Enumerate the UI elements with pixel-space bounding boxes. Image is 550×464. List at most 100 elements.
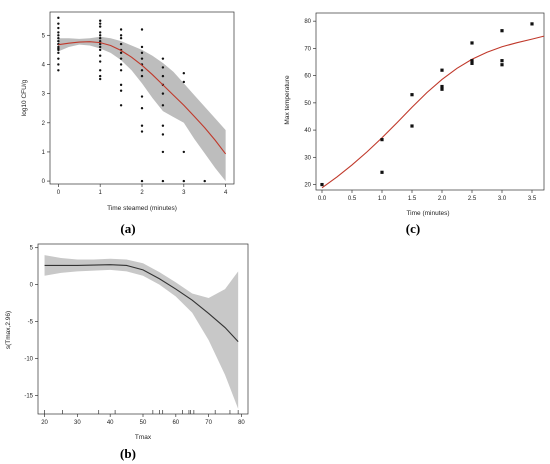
data-point [119,83,123,87]
data-point [161,74,165,78]
data-point [98,74,102,78]
data-point [500,63,504,67]
x-tick-label: 4 [224,190,228,196]
panel-a-x-axis-title: Time steamed (minutes) [107,205,177,212]
panel-b-rug [44,410,239,414]
data-point [98,54,102,57]
y-tick-label: 80 [304,19,311,25]
data-point [140,179,144,183]
data-point [410,124,414,128]
data-point [57,31,60,34]
data-point [57,63,60,66]
data-point [57,57,60,60]
panel-c-label: (c) [406,221,420,236]
data-point [161,150,165,154]
x-tick-label: 50 [140,420,147,426]
data-point [57,34,60,37]
data-point [119,104,123,107]
data-point [140,45,144,49]
data-point [119,28,123,31]
x-tick-label: 3 [182,190,186,196]
data-point [119,42,123,46]
panel-a-chart: 0 1 2 3 4 0 1 2 3 4 5 Time steamed (minutes) log1… [21,11,235,236]
x-tick-label: 0 [57,190,61,196]
y-tick-label: 0 [42,179,46,185]
x-tick-label: 2 [140,190,144,196]
data-point [530,22,534,26]
fit-curve [58,41,227,155]
data-point [119,69,123,72]
x-tick-label: 3.0 [498,196,507,202]
data-point [119,51,123,55]
data-point [380,170,384,174]
y-tick-label: 30 [304,155,311,161]
data-point [57,39,60,43]
y-tick-label: 50 [304,101,311,107]
panel-a-y-axis-title: log10 CFU/g [21,79,28,116]
x-tick-label: 0.0 [318,196,327,202]
data-point [380,138,384,142]
panel-b-y-axis-title: s(Tmax,2.96) [5,311,12,349]
x-tick-label: 60 [172,420,179,426]
panel-b-label: (b) [120,446,136,461]
data-point [140,57,144,60]
data-point [140,107,144,110]
data-point [161,57,165,60]
data-point [119,37,123,40]
data-point [119,89,123,92]
data-point [320,182,324,187]
data-point [470,59,474,63]
data-point [182,80,186,84]
y-tick-label: 40 [304,128,311,134]
data-point [98,77,102,81]
data-point [182,150,186,154]
panel-b-y-ticks: -15 -10 -5 0 5 [24,246,38,400]
x-tick-label: 2.0 [438,196,447,202]
data-point [98,48,102,52]
fit-curve [44,264,239,342]
data-point [140,28,144,31]
panel-c-y-ticks: 20 30 40 50 60 70 80 [304,19,316,189]
y-tick-label: -15 [24,394,33,400]
x-tick-label: 40 [107,420,114,426]
data-point [119,63,123,66]
x-tick-label: 20 [41,420,48,426]
x-tick-label: 30 [74,420,81,426]
data-point [98,34,102,37]
panel-b-x-ticks: 20 30 40 50 60 70 80 [41,414,245,426]
panel-a-y-ticks: 0 1 2 3 4 5 [42,33,50,185]
panel-c-y-axis-title: Max temperature [284,75,291,125]
data-point [440,68,444,72]
data-point [161,66,165,69]
data-point [161,104,165,107]
x-tick-label: 1.0 [378,196,387,202]
x-tick-label: 1 [99,190,103,196]
x-tick-label: 0.5 [348,196,357,202]
data-point [119,57,123,60]
y-tick-label: 20 [304,183,311,189]
panel-b-chart: 20 30 40 50 60 70 80 -15 -10 -5 0 5 Tmax s(Tmax,2.… [5,243,249,461]
data-point [410,93,414,97]
data-point [98,31,102,34]
data-point [140,74,144,78]
panel-c-plot-frame [315,12,545,191]
data-point [98,39,102,43]
y-tick-label: 3 [42,92,46,98]
data-point [57,48,60,52]
x-tick-label: 2.5 [468,196,477,202]
panel-b-fit-line [44,264,239,342]
data-point [161,124,165,127]
data-point [57,22,60,25]
data-point [203,179,206,183]
data-point [500,59,504,63]
panel-c-x-axis-title: Time (minutes) [406,210,449,217]
data-point [98,25,102,28]
panel-a-plot-frame [49,11,235,185]
data-point [470,61,474,65]
data-point [57,69,60,72]
data-point [98,45,102,49]
data-point [140,130,144,133]
data-point [161,179,165,183]
data-point [98,42,102,46]
